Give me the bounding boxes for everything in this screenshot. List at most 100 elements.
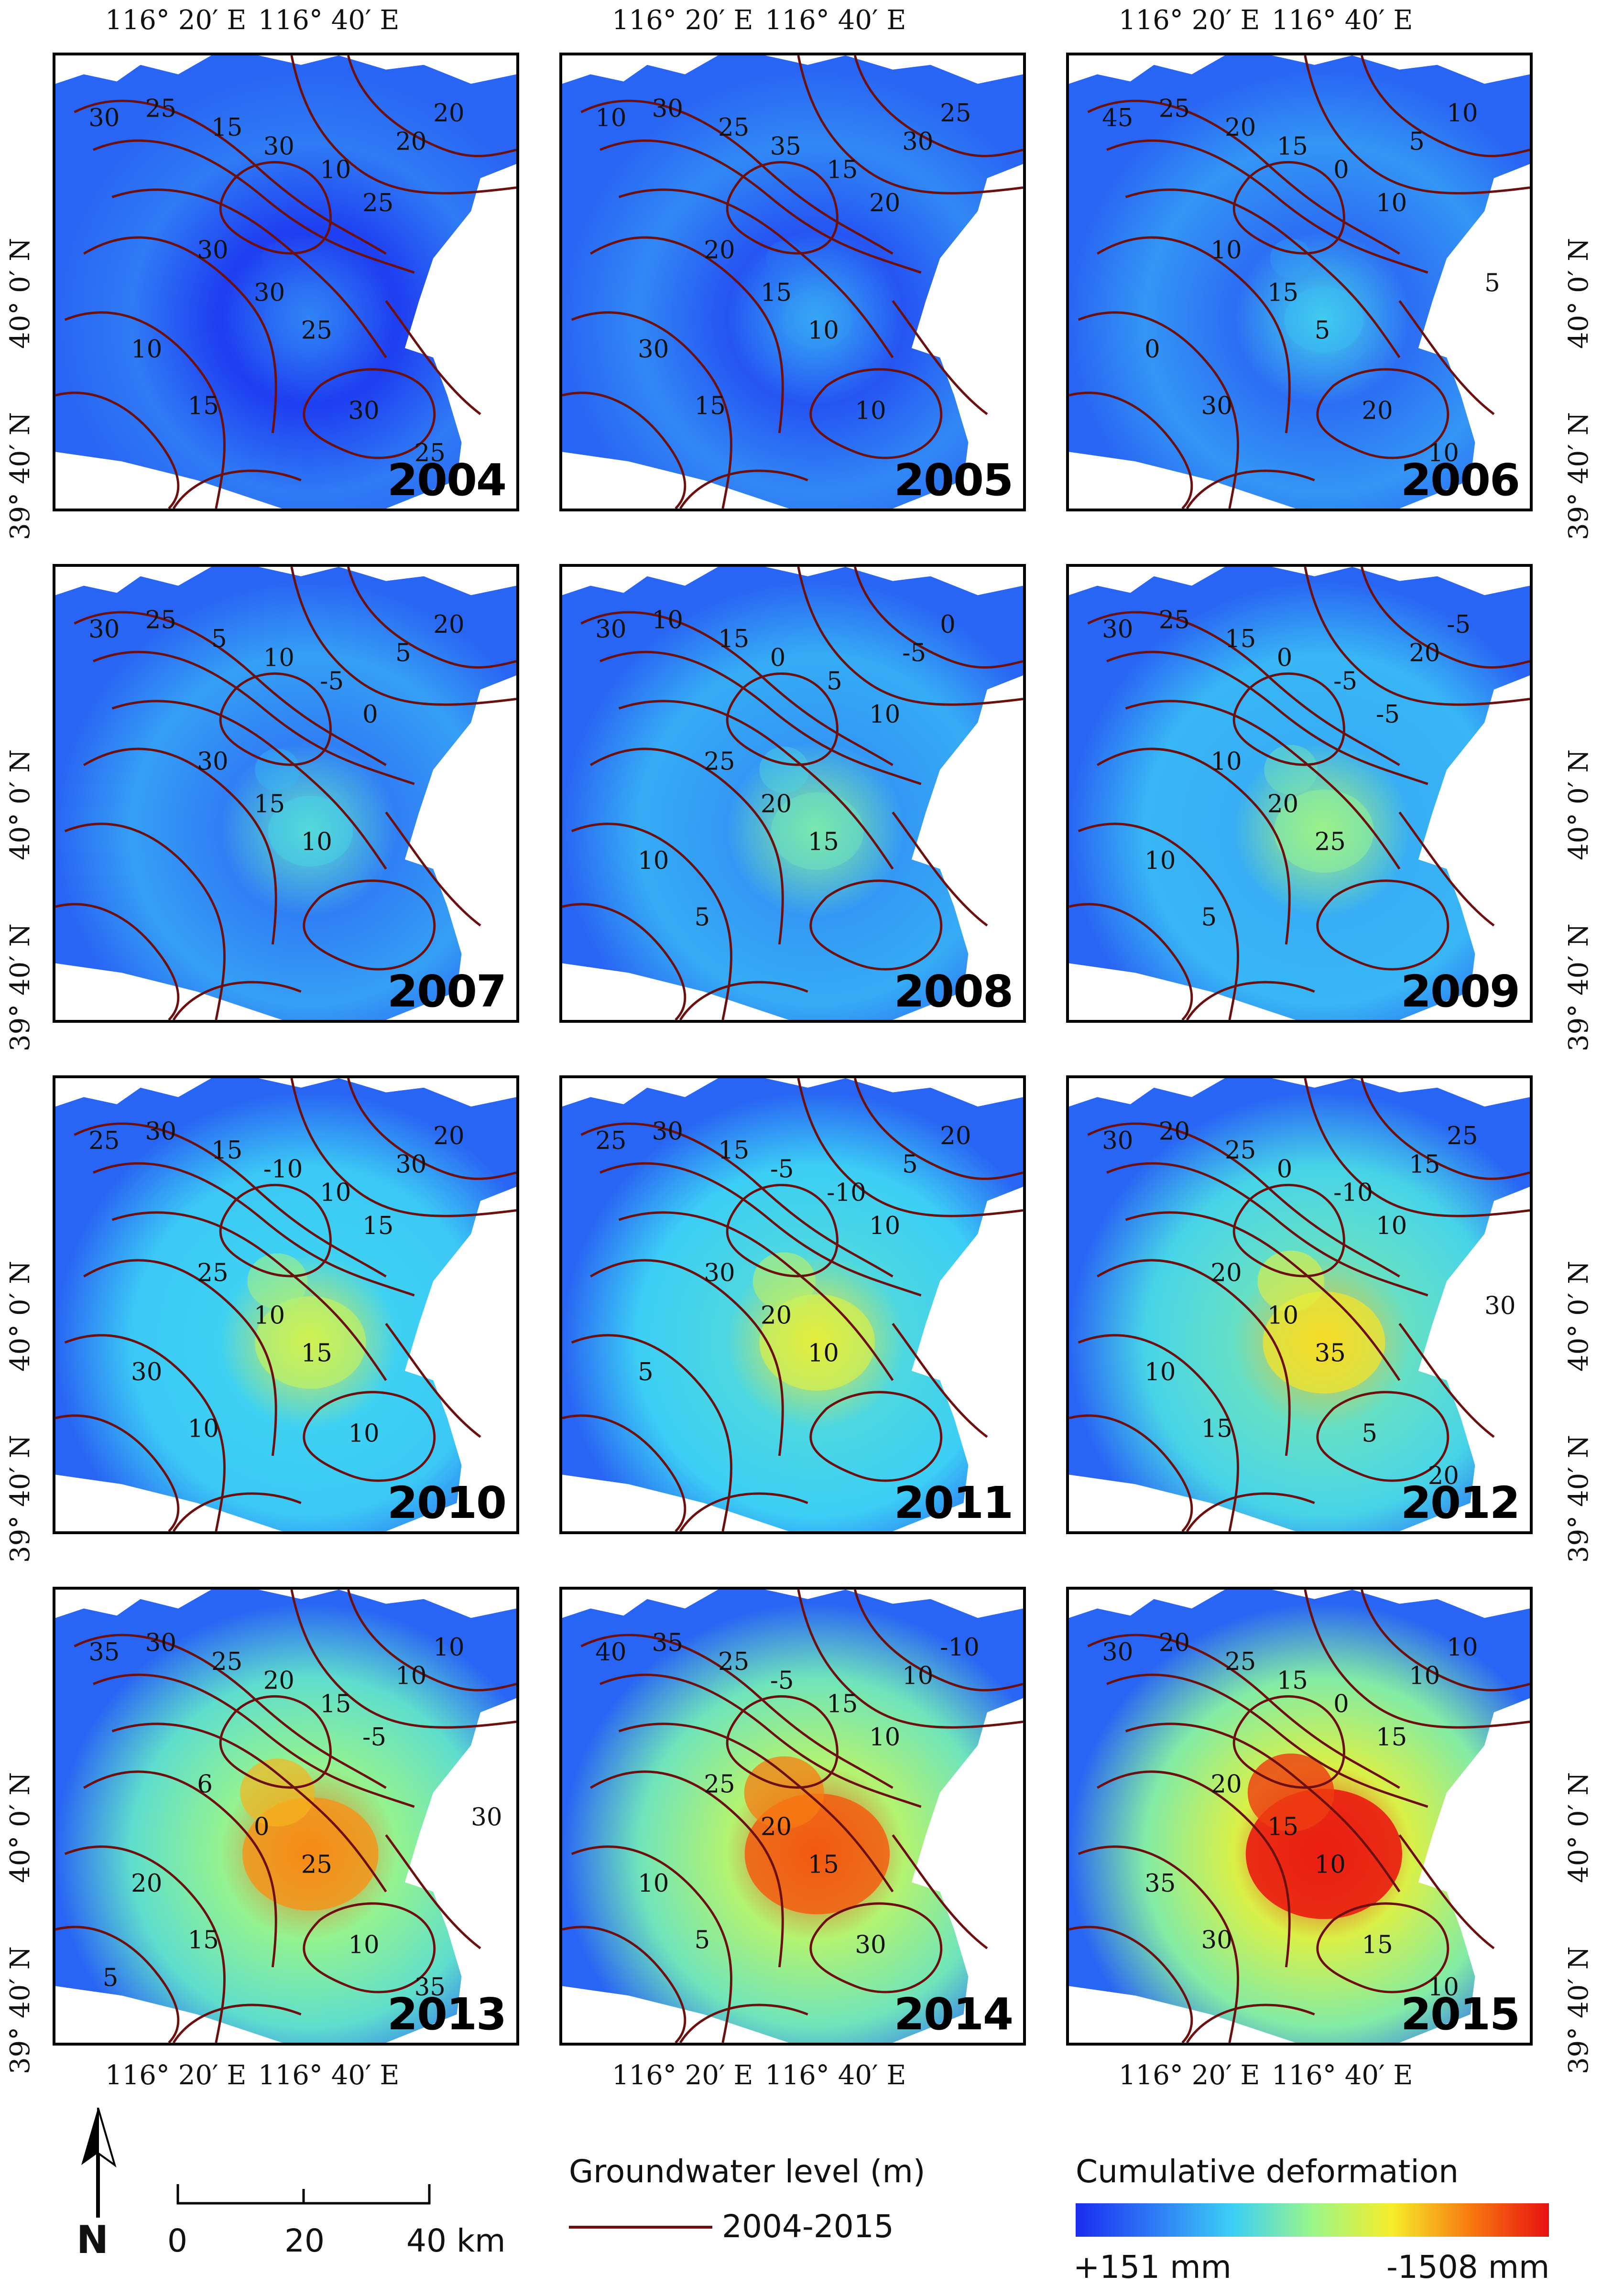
contour-label: 10 (902, 1662, 933, 1690)
groundwater-contour (64, 1845, 226, 2043)
groundwater-contour (589, 747, 784, 945)
groundwater-contour (679, 469, 808, 509)
groundwater-contour (1096, 1259, 1291, 1456)
groundwater-contour (679, 1492, 808, 1531)
contour-label: 25 (704, 1770, 735, 1799)
map-panel-2010: 25 30 15 -10 10 15 30 20 25 10 15 30 10 10 2010 (53, 1075, 519, 1534)
map-panel-2012: 30 20 25 0 -10 10 15 25 20 10 35 10 15 5 20 30 2012 (1066, 1075, 1533, 1534)
contour-label: 15 (320, 1690, 351, 1719)
contour-label: 6 (197, 1770, 213, 1799)
contour-label: 30 (638, 335, 669, 364)
year-label: 2011 (894, 1477, 1014, 1528)
contour-label: 15 (808, 828, 839, 856)
contour-label: 15 (1201, 1415, 1232, 1443)
contour-label: 10 (254, 1301, 285, 1330)
groundwater-contour (1096, 236, 1291, 433)
left-lat-label: 40° 0′ N (5, 238, 36, 349)
contour-label: 20 (1210, 1259, 1242, 1288)
subsidence-hotspot (771, 792, 864, 870)
contour-label: 10 (1315, 1851, 1346, 1879)
map-panel-2005: 10 30 25 35 15 20 30 25 20 15 10 30 15 10 2005 (559, 53, 1026, 511)
groundwater-contour (892, 300, 988, 415)
groundwater-contour (74, 1122, 387, 1278)
groundwater-contour (1106, 1162, 1428, 1297)
scale-bar (176, 2184, 431, 2205)
right-lat-label: 40° 0′ N (1563, 238, 1594, 349)
contour-label: 15 (718, 625, 749, 653)
contour-label: 10 (131, 335, 162, 364)
groundwater-contour (1125, 1722, 1401, 1893)
contour-label: 10 (1210, 236, 1242, 265)
contour-label: 30 (131, 1358, 162, 1386)
contour-label: -5 (362, 1723, 386, 1752)
deformation-legend-title: Cumulative deformation (1076, 2153, 1459, 2190)
contour-label: 20 (1159, 1628, 1190, 1657)
groundwater-contour (726, 161, 839, 255)
groundwater-contour (1087, 1634, 1400, 1789)
groundwater-contour (1316, 879, 1449, 971)
contour-label: 30 (855, 1930, 886, 1959)
contour-label: 20 (1409, 639, 1440, 668)
contour-label: 20 (131, 1869, 162, 1898)
groundwater-contour (74, 611, 387, 766)
contour-label: -10 (940, 1633, 980, 1662)
contour-label: 30 (263, 132, 294, 161)
contour-label: 15 (362, 1212, 393, 1240)
groundwater-contour (303, 1902, 436, 1993)
contour-label: 15 (1362, 1930, 1393, 1959)
contour-label: 30 (197, 236, 228, 265)
bottom-lon-label: 116° 40′ E (765, 2060, 906, 2091)
contour-label: 10 (808, 316, 839, 345)
contour-label: 25 (414, 439, 446, 467)
contour-label: 25 (145, 94, 176, 123)
contour-label: 15 (695, 392, 726, 421)
map-panel-2013: 35 30 25 20 15 -5 10 10 6 0 25 20 15 10 35 30 5 2013 (53, 1587, 519, 2046)
contour-label: 15 (188, 1926, 219, 1955)
groundwater-contour (172, 2004, 302, 2043)
groundwater-contour (809, 368, 942, 459)
groundwater-contour (1069, 1926, 1193, 2043)
groundwater-contour (290, 1078, 516, 1217)
contour-label: 30 (652, 1117, 683, 1146)
contour-label: 10 (348, 1419, 379, 1448)
contour-label: 25 (718, 113, 749, 142)
groundwater-contour (303, 879, 436, 971)
groundwater-contour (64, 823, 226, 1020)
contour-label: 15 (808, 1851, 839, 1879)
subsidence-hotspot (752, 1252, 816, 1310)
contour-label: 5 (902, 1150, 918, 1179)
groundwater-contour (1232, 1695, 1345, 1789)
contour-label: 0 (1333, 156, 1349, 184)
groundwater-contour (809, 1391, 942, 1482)
groundwater-contour (679, 981, 808, 1020)
map-panel-2015: 30 20 25 15 0 15 10 10 20 15 10 35 30 15 10 2015 (1066, 1587, 1533, 2046)
groundwater-contour (1125, 188, 1401, 358)
contour-label: 20 (433, 610, 464, 639)
top-lon-label: 116° 40′ E (765, 5, 906, 36)
groundwater-contour (589, 1259, 784, 1456)
groundwater-contour (303, 368, 436, 459)
contour-label: 10 (1376, 189, 1407, 217)
contour-label: 0 (1277, 643, 1293, 672)
year-label: 2010 (387, 1477, 507, 1528)
contour-label: 0 (1277, 1155, 1293, 1183)
groundwater-contour (219, 161, 332, 255)
study-area-fill (562, 55, 1023, 509)
groundwater-contour (618, 1211, 894, 1381)
contour-label: 25 (1447, 1122, 1478, 1150)
groundwater-contour (562, 391, 687, 509)
contour-label: 15 (211, 1136, 242, 1165)
groundwater-contour (1069, 1414, 1193, 1531)
contour-label: -10 (827, 1179, 866, 1207)
groundwater-contour (1186, 469, 1315, 509)
groundwater-contour (1087, 1122, 1400, 1278)
subsidence-hotspot (1257, 1250, 1324, 1312)
contour-label: 0 (770, 643, 786, 672)
groundwater-contour (1078, 1334, 1239, 1531)
subsidence-hotspot (782, 290, 852, 349)
right-lat-label: 39° 40′ N (1563, 1435, 1594, 1563)
groundwater-contour (55, 1926, 180, 2043)
